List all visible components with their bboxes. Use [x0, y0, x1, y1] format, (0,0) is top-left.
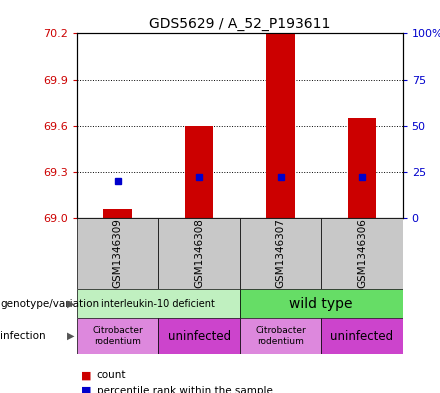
Bar [77, 318, 158, 354]
Text: percentile rank within the sample: percentile rank within the sample [97, 386, 273, 393]
Title: GDS5629 / A_52_P193611: GDS5629 / A_52_P193611 [149, 17, 330, 31]
Bar [77, 218, 158, 289]
Text: infection: infection [0, 331, 46, 341]
Bar [77, 289, 240, 318]
Text: GSM1346306: GSM1346306 [357, 219, 367, 288]
Text: interleukin-10 deficient: interleukin-10 deficient [102, 299, 215, 309]
Bar [240, 289, 403, 318]
Text: GSM1346307: GSM1346307 [275, 219, 286, 288]
Text: GSM1346308: GSM1346308 [194, 219, 204, 288]
Text: ▶: ▶ [67, 299, 75, 309]
Text: ▶: ▶ [67, 331, 75, 341]
Bar [158, 318, 240, 354]
Bar [348, 118, 376, 218]
Bar [240, 218, 321, 289]
Text: GSM1346309: GSM1346309 [113, 219, 123, 288]
Text: Citrobacter
rodentium: Citrobacter rodentium [255, 326, 306, 346]
Bar [240, 318, 321, 354]
Text: count: count [97, 370, 126, 380]
Text: Citrobacter
rodentium: Citrobacter rodentium [92, 326, 143, 346]
Text: wild type: wild type [290, 297, 353, 310]
Text: ■: ■ [81, 370, 92, 380]
Text: genotype/variation: genotype/variation [0, 299, 99, 309]
Text: uninfected: uninfected [168, 329, 231, 343]
Bar [321, 218, 403, 289]
Bar [103, 209, 132, 218]
Text: ■: ■ [81, 386, 92, 393]
Bar [185, 126, 213, 218]
Bar [266, 33, 295, 218]
Bar [321, 318, 403, 354]
Bar [158, 218, 240, 289]
Text: uninfected: uninfected [330, 329, 393, 343]
